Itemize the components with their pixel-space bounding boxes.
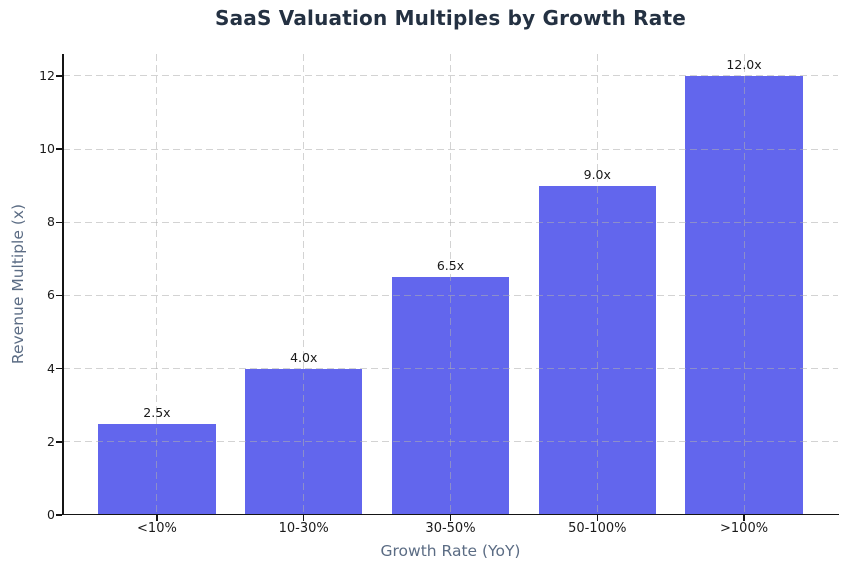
y-tick-mark [56,367,62,370]
x-axis-title: Growth Rate (YoY) [380,542,521,560]
vertical-gridline [450,54,451,515]
y-tick-label: 0 [47,507,55,522]
chart-title: SaaS Valuation Multiples by Growth Rate [214,6,686,30]
y-tick-label: 8 [47,214,55,230]
y-tick-mark [56,294,62,297]
x-tick-label: 50-100% [568,521,627,536]
horizontal-gridline [63,441,838,443]
bar-value-label: 2.5x [143,404,171,420]
y-tick-mark [56,75,62,77]
y-tick-label: 10 [39,141,55,157]
y-axis-spine [62,54,64,515]
horizontal-gridline [63,148,838,150]
vertical-gridline [596,54,598,515]
x-tick-mark [156,515,158,521]
vertical-gridline [743,54,745,515]
horizontal-gridline [63,368,838,370]
y-tick-mark [56,148,62,150]
y-tick-label: 12 [39,67,55,83]
vertical-gridline [156,54,158,515]
bar-value-label: 4.0x [290,349,318,365]
y-tick-label: 6 [47,287,55,303]
x-tick-label: >100% [720,521,769,536]
y-tick-mark [56,514,62,516]
y-tick-label: 2 [47,433,55,449]
vertical-gridline [303,54,305,515]
x-axis-spine [62,513,839,516]
bar-value-label: 9.0x [583,166,611,182]
plot-area: 2.5x <10% 4.0x 10-30% 6.5x 30-50% 9.0x 50-100% 1… [39,54,839,536]
horizontal-gridline [63,221,838,223]
x-tick-label: <10% [137,521,177,536]
horizontal-gridline [63,294,838,296]
horizontal-gridline [63,75,838,77]
bar-value-label: 12.0x [726,56,762,72]
bar-value-label: 6.5x [436,258,465,274]
x-tick-label: 10-30% [278,521,329,536]
x-tick-mark [743,515,745,521]
x-tick-mark [449,515,452,521]
y-tick-mark [56,441,62,443]
x-tick-label: 30-50% [425,521,476,536]
x-tick-mark [596,515,599,521]
y-tick-label: 4 [47,360,55,376]
y-tick-mark [56,221,62,224]
x-tick-mark [302,515,305,521]
